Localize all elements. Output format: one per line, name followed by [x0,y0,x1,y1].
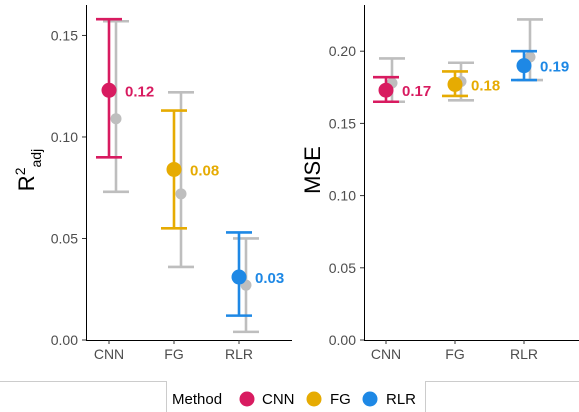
legend-key-rlr [362,391,378,407]
data-label-fg: 0.18 [471,77,500,94]
data-label-rlr: 0.03 [255,270,284,287]
y-tick-label: 0.20 [329,43,356,59]
legend-label-rlr: RLR [386,391,416,408]
x-tick-label: CNN [94,346,124,362]
y-tick-label: 0.15 [329,115,356,131]
main-point-cnn [378,82,394,98]
y-tick-label: 0.10 [329,188,356,204]
data-label-cnn: 0.17 [402,83,431,100]
y-axis-title-mse: MSE [300,146,325,194]
main-point-cnn [101,82,117,98]
panel-r2adj: R2adj 0.00 0.05 0.10 0.15 CNN FG RLR 0.12 0.08 0… [12,5,292,362]
x-tick-label: RLR [510,346,538,362]
y-tick-label: 0.00 [329,332,356,348]
gray-point-cnn [110,113,122,125]
data-label-rlr: 0.19 [540,59,569,76]
x-tick-label: CNN [371,346,401,362]
x-tick-label: FG [164,346,183,362]
x-tick-label: FG [445,346,464,362]
data-label-cnn: 0.12 [125,83,154,100]
y-tick-label: 0.05 [329,260,356,276]
main-point-rlr [231,269,247,285]
y-axis-title-r2adj: R2adj [12,149,44,191]
main-point-fg [447,76,463,92]
legend-key-cnn [239,391,255,407]
legend-key-fg [306,391,322,407]
legend-label-fg: FG [330,391,351,408]
panel-mse: MSE 0.00 0.05 0.10 0.15 0.20 CNN FG RLR 0.17 0.1… [300,5,579,362]
legend-label-cnn: CNN [262,391,295,408]
data-label-fg: 0.08 [190,162,219,179]
y-tick-label: 0.05 [51,230,78,246]
y-tick-label: 0.15 [51,27,78,43]
y-tick-label: 0.10 [51,129,78,145]
legend-title: Method [172,391,222,408]
legend: Method CNN FG RLR [0,381,579,412]
main-point-rlr [516,58,532,74]
main-point-fg [166,161,182,177]
gray-point-fg [175,188,187,200]
x-tick-label: RLR [225,346,253,362]
y-tick-label: 0.00 [51,332,78,348]
